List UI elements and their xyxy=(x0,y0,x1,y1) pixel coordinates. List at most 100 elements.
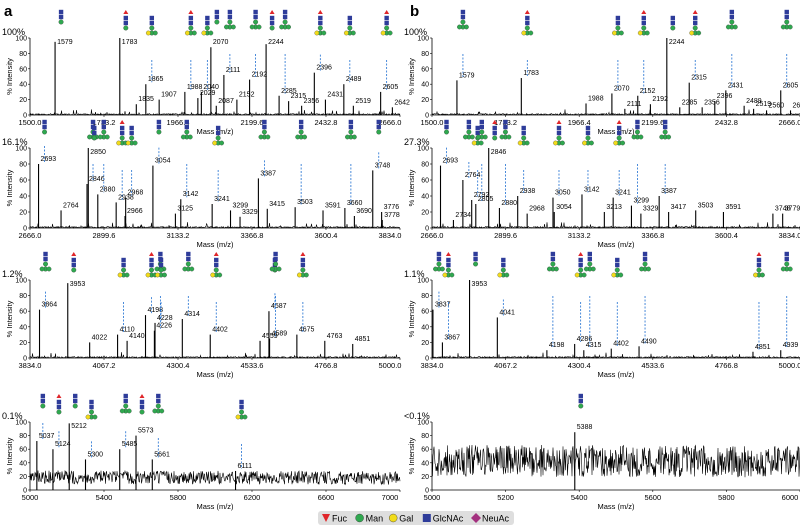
y-tick-label: 80 xyxy=(19,433,27,440)
glcnac-glyph xyxy=(616,125,622,131)
glcnac-glyph xyxy=(587,256,593,262)
man-glyph xyxy=(239,409,244,415)
peak-label: 3776 xyxy=(384,204,400,211)
glcnac-glyph xyxy=(58,9,64,15)
branch-glyph xyxy=(162,272,167,278)
peak-label: 2244 xyxy=(669,39,685,46)
glcnac-glyph xyxy=(466,124,472,130)
glcnac-glyph xyxy=(641,15,646,21)
fuc-glyph xyxy=(692,10,698,14)
branch-glyph xyxy=(345,134,350,140)
y-tick-label: 60 xyxy=(421,66,429,73)
peak-label: 1579 xyxy=(459,72,475,79)
x-tick-label: 5400 xyxy=(571,493,588,502)
peak-label: 2846 xyxy=(89,176,105,183)
peak-label: 1783 xyxy=(122,39,138,46)
branch-glyph xyxy=(517,140,523,146)
y-tick-label: 0 xyxy=(425,488,429,495)
glcnac-glyph xyxy=(239,404,244,410)
y-tick-label: 20 xyxy=(19,97,27,104)
man-glyph xyxy=(578,403,584,409)
peak-label: 2356 xyxy=(304,98,320,105)
glcnac-glyph xyxy=(550,256,556,262)
branch-glyph xyxy=(521,30,527,36)
glcnac-glyph xyxy=(466,119,472,125)
glcnac-glyph xyxy=(273,251,278,257)
peak-label: 4022 xyxy=(92,334,108,341)
man-glyph xyxy=(550,261,556,267)
spectrum-trace xyxy=(29,222,401,229)
y-tick-label: 100 xyxy=(15,420,27,427)
glycan-structure-icon xyxy=(463,119,475,140)
peak-label: 3837 xyxy=(435,302,451,309)
man-glyph xyxy=(91,135,97,141)
glcnac-glyph xyxy=(184,119,189,125)
peak-label: 2605 xyxy=(783,82,799,89)
branch-glyph xyxy=(478,140,484,146)
glycan-structure-icon xyxy=(659,119,672,140)
glycan-structure-icon xyxy=(91,125,97,141)
glycan-structure-icon xyxy=(116,120,129,146)
glycan-structure-icon xyxy=(444,119,449,135)
peak-label: 2605 xyxy=(383,84,399,91)
glcnac-glyph xyxy=(73,398,78,404)
man-glyph xyxy=(479,129,485,135)
percent-label: <0.1% xyxy=(404,411,430,421)
glycan-structure-icon xyxy=(492,120,498,141)
branch-glyph xyxy=(475,134,481,140)
glycan-structure-icon xyxy=(521,10,534,36)
spectrum-trace xyxy=(29,109,401,117)
peak-label: 5388 xyxy=(577,424,593,431)
branch-glyph xyxy=(590,266,596,272)
peak-label: 4226 xyxy=(156,323,172,330)
man-glyph xyxy=(149,25,155,31)
glcnac-glyph xyxy=(139,404,145,410)
man-glyph xyxy=(58,19,64,25)
peak-label: 2519 xyxy=(355,98,371,105)
glcnac-glyph xyxy=(123,15,129,21)
glcnac-glyph xyxy=(300,262,306,268)
glcnac-glyph xyxy=(101,119,106,125)
percent-label: 1.1% xyxy=(404,269,425,279)
x-tick-label: 5000.0 xyxy=(779,361,800,370)
glcnac-glyph xyxy=(188,15,194,21)
peak-label: 3867 xyxy=(444,334,460,341)
percent-label: 1.2% xyxy=(2,269,23,279)
branch-glyph xyxy=(189,266,195,272)
branch-glyph xyxy=(780,24,786,30)
fuc-glyph xyxy=(119,120,125,124)
glcnac-glyph xyxy=(121,262,126,268)
peak-label: 3748 xyxy=(375,162,391,169)
x-axis-title: Mass (m/z) xyxy=(597,240,635,249)
man-glyph xyxy=(729,19,735,25)
glcnac-glyph xyxy=(56,399,62,405)
glcnac-glyph xyxy=(214,9,220,15)
glycan-structure-icon xyxy=(145,15,158,36)
glcnac-glyph xyxy=(784,14,789,20)
fuc-glyph xyxy=(149,252,155,256)
branch-glyph xyxy=(638,134,644,140)
percent-label: 16.1% xyxy=(2,137,28,147)
peak-label: 4589 xyxy=(272,331,288,338)
branch-glyph xyxy=(547,266,552,272)
percent-label: 100% xyxy=(404,27,427,37)
branch-glyph xyxy=(124,272,130,278)
glycan-structure-icon xyxy=(139,394,145,415)
peak-label: 2519 xyxy=(756,101,772,108)
y-tick-label: 80 xyxy=(421,433,429,440)
x-tick-label: 5800 xyxy=(170,493,187,502)
peak-label: 4314 xyxy=(184,311,200,318)
glcnac-glyph xyxy=(348,119,354,125)
branch-glyph xyxy=(249,24,255,30)
man-glyph xyxy=(444,129,449,135)
peak-label: 2693 xyxy=(443,158,459,165)
legend-box xyxy=(318,511,514,525)
peak-label: 1907 xyxy=(161,92,177,99)
y-tick-label: 20 xyxy=(421,340,429,347)
x-tick-label: 3834.0 xyxy=(379,231,402,240)
glcnac-glyph xyxy=(156,398,161,404)
peak-label: 3503 xyxy=(297,199,313,206)
peak-label: 2070 xyxy=(213,39,229,46)
man-glyph xyxy=(227,19,233,25)
